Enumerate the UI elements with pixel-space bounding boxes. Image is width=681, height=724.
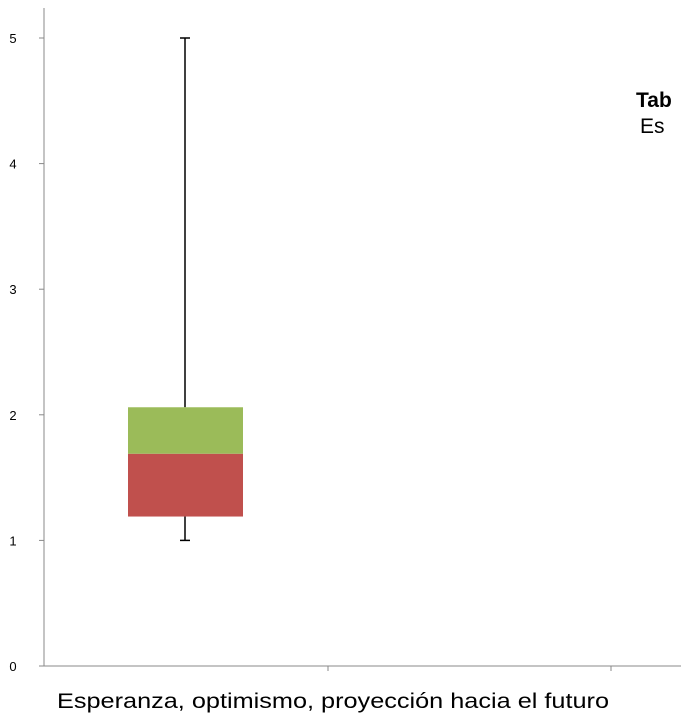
caption-text-fragment: Es [640, 115, 665, 138]
y-axis-ticks: 0 1 2 3 4 5 [9, 31, 44, 674]
plot-area [128, 37, 243, 542]
cropped-caption: Tab Es [636, 88, 672, 140]
y-tick-label: 3 [9, 282, 16, 297]
y-tick-label: 0 [9, 659, 16, 674]
y-tick-label: 5 [9, 31, 16, 46]
category-label: Esperanza, optimismo, proyección hacia e… [57, 690, 609, 713]
y-tick-label: 2 [9, 408, 16, 423]
lower-box-segment [128, 453, 243, 517]
caption-title-fragment: Tab [636, 89, 672, 112]
y-tick-label: 4 [9, 157, 16, 172]
y-tick-label: 1 [9, 533, 16, 548]
upper-box-segment [128, 407, 243, 454]
x-axis-ticks [327, 666, 612, 671]
